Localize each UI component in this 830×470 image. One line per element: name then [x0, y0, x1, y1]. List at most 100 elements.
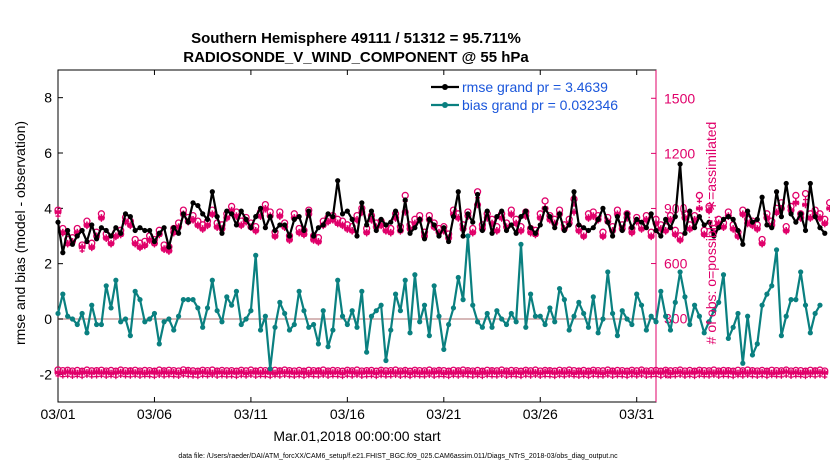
rmse-point	[171, 225, 177, 231]
rmse-point	[677, 161, 683, 167]
assimilated-obs-point	[695, 204, 703, 212]
rmse-point	[243, 216, 249, 222]
rmse-point	[282, 222, 288, 228]
rmse-point	[638, 219, 645, 225]
assimilated-obs-point	[705, 206, 713, 214]
bias-point	[585, 324, 592, 330]
assimilated-obs-point	[469, 228, 477, 236]
bias-point	[667, 327, 674, 333]
bias-point	[542, 321, 548, 328]
rmse-point	[108, 233, 114, 239]
bias-point	[137, 297, 143, 303]
bias-point	[277, 299, 283, 305]
bias-point	[320, 308, 326, 314]
bias-point	[682, 294, 688, 300]
assimilated-obs-point	[146, 236, 154, 244]
bias-point	[296, 288, 302, 294]
assimilated-obs-point	[78, 243, 86, 251]
rmse-point	[730, 216, 736, 222]
bias-point	[484, 310, 490, 317]
bias-point	[730, 324, 736, 330]
bias-point	[98, 321, 105, 328]
bias-point	[672, 299, 678, 305]
bias-point	[219, 319, 225, 325]
bias-point	[315, 341, 322, 347]
assimilated-obs-point	[507, 210, 515, 218]
bias-point	[74, 321, 80, 328]
bias-point	[793, 297, 799, 303]
rmse-point	[364, 222, 370, 228]
bias-point	[552, 319, 558, 325]
bias-point	[84, 330, 90, 336]
rmse-point	[585, 227, 592, 234]
y-right-tick-label: 1200	[664, 145, 695, 161]
bias-point	[595, 330, 601, 336]
rmse-point	[277, 222, 283, 228]
bias-point	[147, 316, 153, 322]
bias-point	[156, 341, 162, 347]
bias-point	[581, 310, 587, 317]
legend-marker	[442, 102, 448, 108]
bias-point	[243, 316, 249, 322]
bias-point	[590, 294, 596, 300]
assimilated-obs-point	[758, 239, 766, 247]
bias-point	[417, 319, 423, 325]
bias-point	[455, 274, 461, 281]
bias-point	[407, 330, 413, 336]
bias-point	[388, 327, 394, 333]
y-axis-label-right: # of obs: o=possible; ∗=assimilated	[703, 122, 719, 345]
bias-point	[788, 297, 794, 303]
x-tick-label: 03/16	[330, 406, 365, 422]
rmse-point	[624, 211, 630, 217]
rmse-point	[421, 236, 428, 242]
rmse-point	[470, 219, 476, 225]
rmse-point	[653, 227, 659, 234]
bias-point	[460, 297, 466, 303]
rmse-point	[609, 233, 616, 239]
bias-point	[65, 313, 71, 319]
rmse-point	[426, 216, 432, 222]
rmse-point	[696, 214, 703, 220]
rmse-point	[658, 233, 664, 239]
y-right-tick-label: 600	[664, 256, 688, 272]
bias-point	[720, 272, 727, 278]
rmse-point	[335, 178, 341, 184]
bias-point	[576, 299, 582, 305]
rmse-point	[663, 216, 669, 222]
rmse-point	[446, 238, 452, 245]
assimilated-obs-point	[271, 232, 279, 240]
y-left-tick-label: -2	[40, 366, 53, 382]
assimilated-obs-point	[199, 225, 207, 233]
bias-point	[373, 308, 379, 314]
assimilated-obs-point	[493, 226, 501, 234]
rmse-point	[397, 227, 404, 234]
x-tick-label: 03/31	[619, 406, 654, 422]
bias-point	[330, 327, 336, 333]
rmse-point	[253, 214, 259, 220]
assimilated-obs-point	[753, 225, 761, 233]
rmse-point	[619, 227, 625, 234]
bias-point	[161, 319, 167, 325]
rmse-point	[142, 227, 148, 234]
bias-point	[701, 330, 707, 336]
bias-point	[754, 341, 760, 347]
bias-point	[79, 310, 85, 317]
bias-point	[412, 272, 418, 278]
rmse-point	[532, 230, 539, 236]
rmse-point	[315, 225, 322, 231]
bias-point	[508, 310, 514, 317]
rmse-line	[56, 163, 826, 254]
rmse-point	[484, 208, 490, 214]
rmse-point	[436, 233, 442, 239]
rmse-point	[354, 233, 360, 239]
bias-point	[518, 241, 524, 247]
assimilated-obs-point	[97, 214, 105, 222]
assimilated-obs-point	[54, 208, 62, 216]
rmse-point	[412, 225, 418, 231]
bias-point	[306, 324, 312, 330]
bias-point	[489, 324, 495, 330]
bias-point	[103, 283, 109, 289]
assimilated-obs-point	[806, 214, 814, 222]
rmse-point	[822, 230, 828, 236]
